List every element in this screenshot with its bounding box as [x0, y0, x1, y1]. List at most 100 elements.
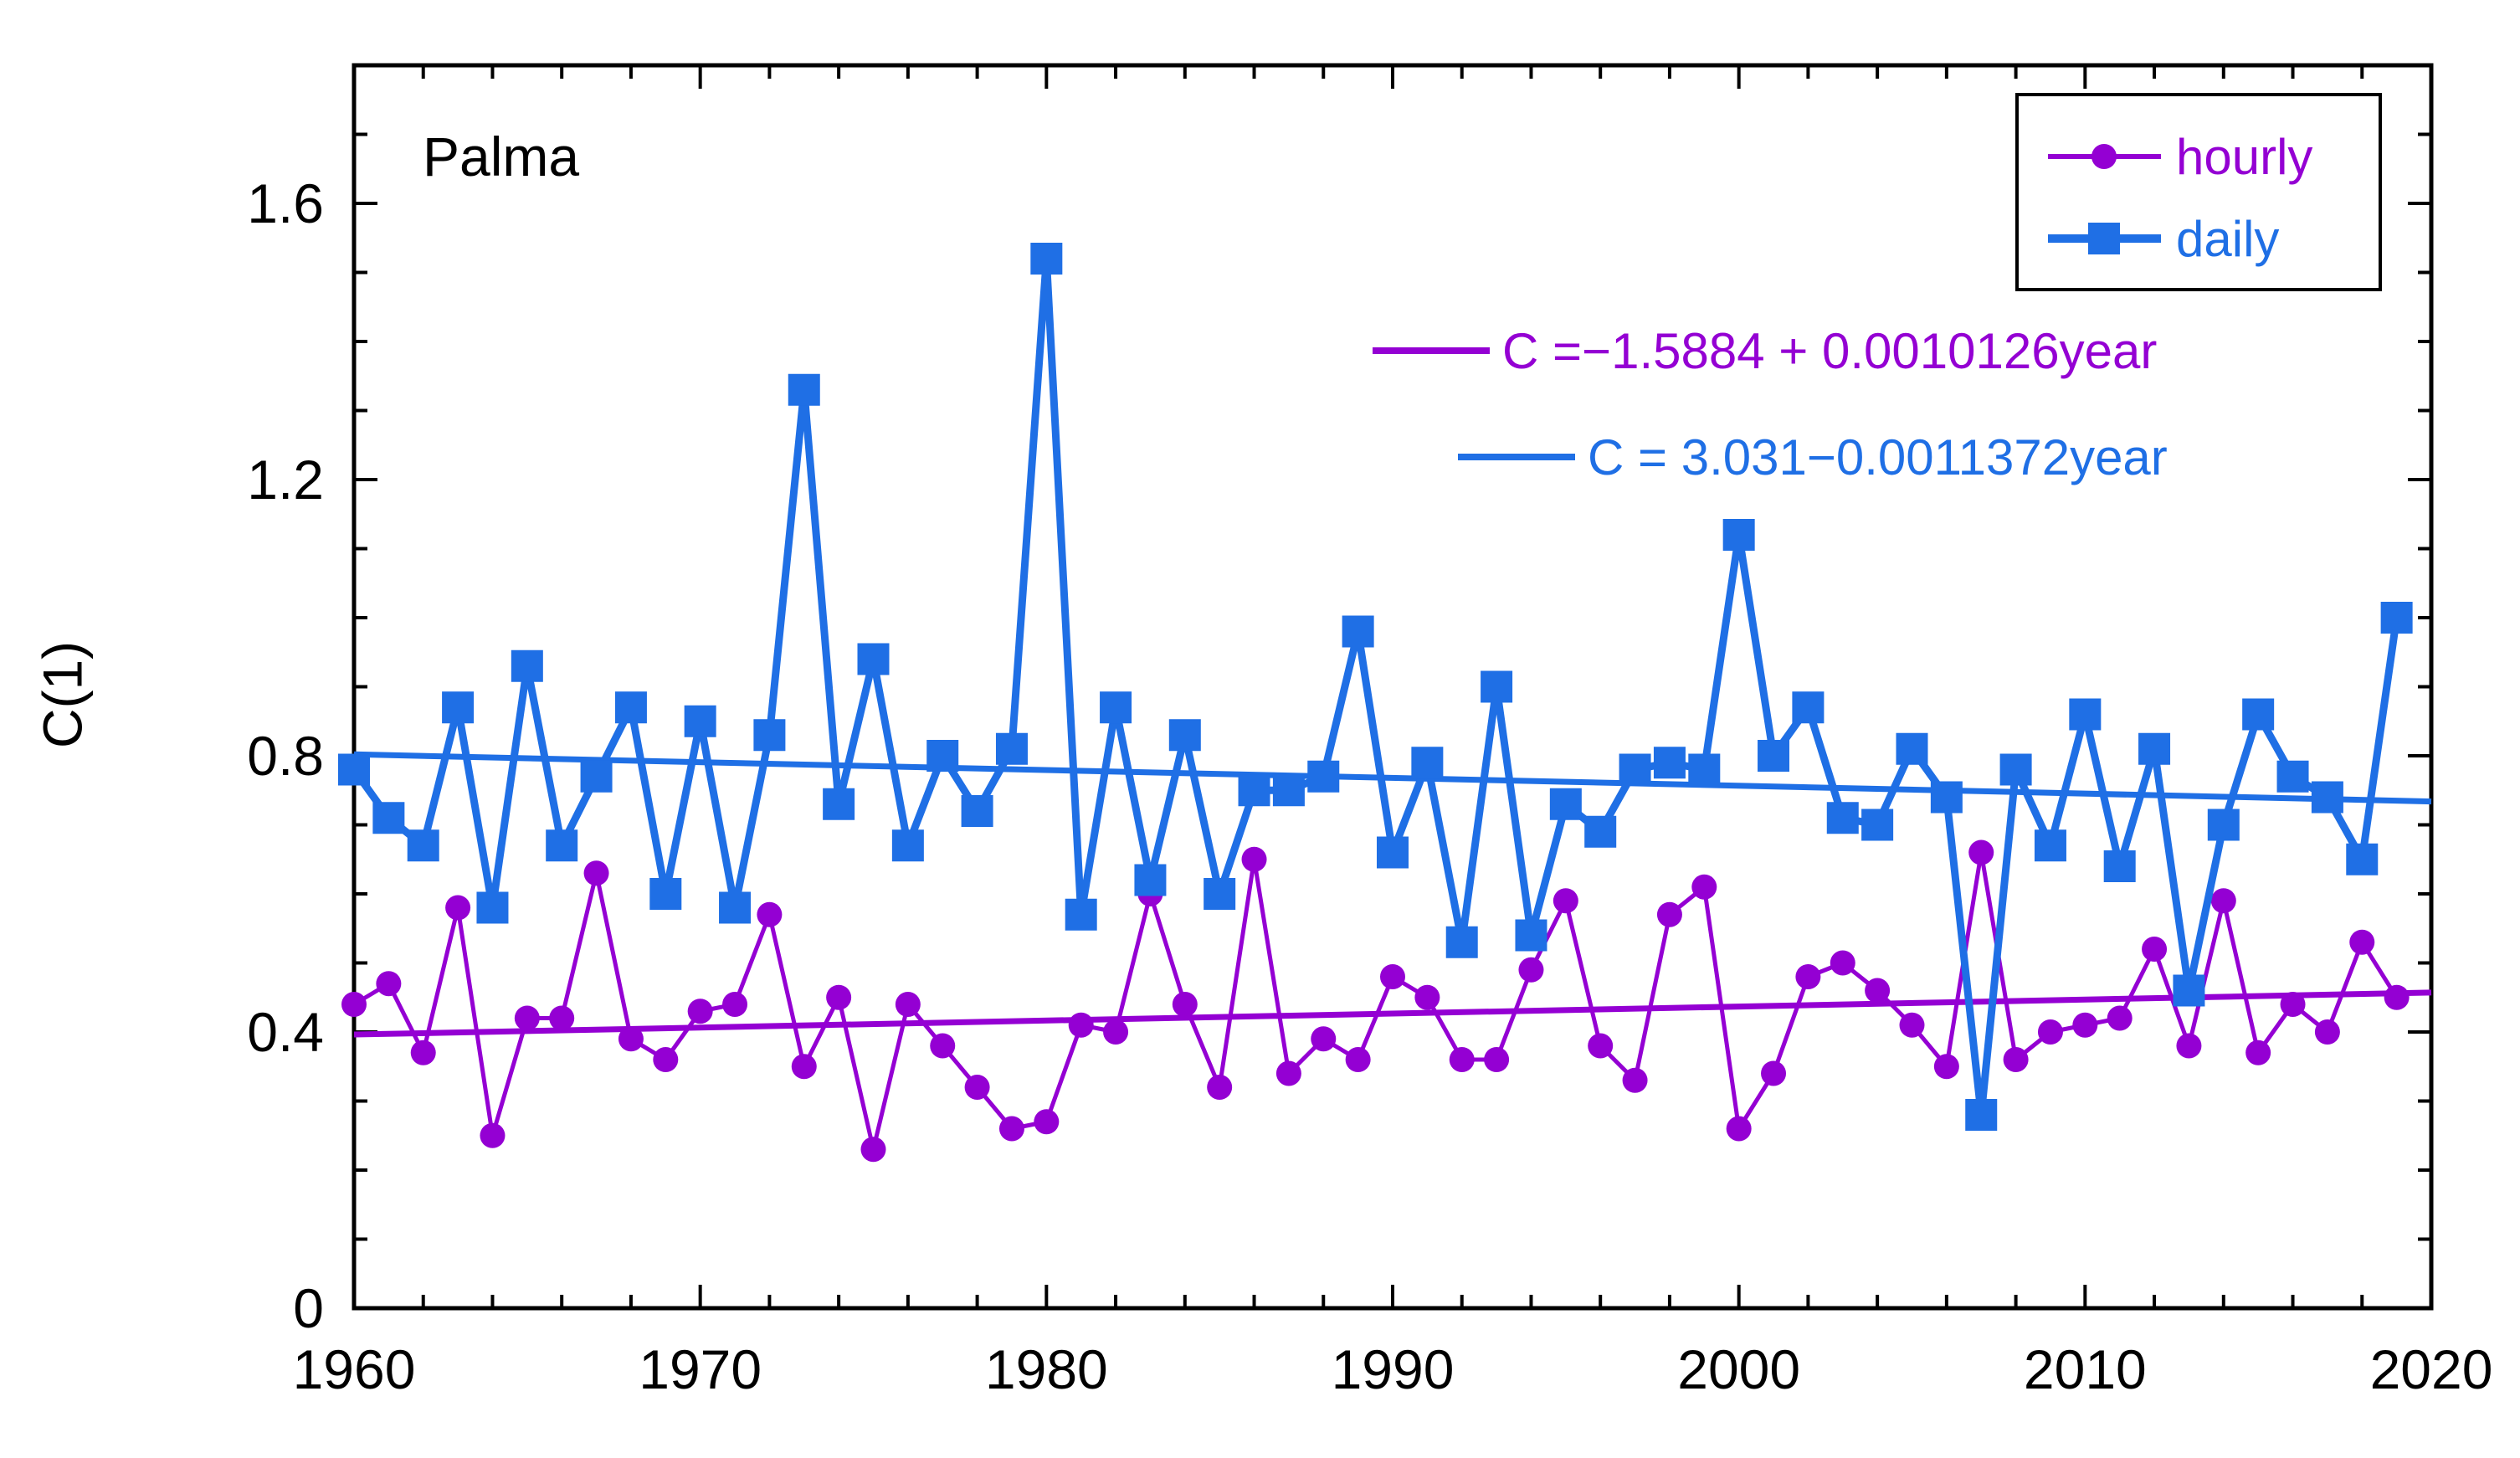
hourly-point: [2176, 1033, 2202, 1059]
x-tick-label: 1970: [639, 1338, 762, 1400]
daily-point: [338, 753, 370, 786]
x-tick-label: 1960: [293, 1338, 416, 1400]
hourly-point: [722, 992, 748, 1017]
daily-point: [1896, 732, 1928, 765]
trend-equations: C =−1.5884 + 0.0010126year C = 3.031−0.0…: [1373, 323, 2168, 485]
daily-point: [2173, 974, 2205, 1007]
hourly-point: [1380, 964, 1405, 989]
daily-point: [1826, 802, 1859, 834]
hourly-point: [1656, 901, 1682, 927]
hourly-series: [341, 839, 2410, 1163]
daily-point: [1272, 774, 1305, 807]
hourly-point: [1933, 1054, 1959, 1080]
hourly-point: [2142, 937, 2168, 962]
daily-point: [2207, 809, 2240, 841]
daily-trend-equation: C = 3.031−0.0011372year: [1588, 429, 2168, 485]
hourly-point: [1241, 846, 1267, 872]
y-tick-label: 0: [293, 1277, 324, 1339]
hourly-point: [1484, 1047, 1510, 1072]
daily-point: [1342, 615, 1374, 648]
daily-point: [1481, 670, 1513, 703]
hourly-point: [1345, 1047, 1371, 1072]
y-tick-label: 0.8: [247, 725, 324, 787]
daily-point: [2346, 843, 2379, 875]
hourly-point: [1068, 1012, 1094, 1038]
hourly-point: [2107, 1005, 2133, 1031]
hourly-point: [826, 984, 852, 1010]
hourly-point: [2314, 1019, 2340, 1045]
daily-point: [1549, 788, 1582, 820]
daily-point: [857, 643, 890, 675]
daily-point: [1134, 864, 1167, 896]
x-tick-label: 2010: [2024, 1338, 2147, 1400]
hourly-point: [618, 1026, 644, 1052]
trend-lines: [353, 751, 2432, 1038]
x-tick-label: 1990: [1332, 1338, 1455, 1400]
x-tick-label: 2020: [2370, 1338, 2493, 1400]
daily-point: [2138, 732, 2171, 765]
daily-point: [788, 373, 820, 406]
legend-daily-marker: [2088, 223, 2120, 254]
daily-series: [338, 243, 2413, 1131]
x-tick-label: 1980: [985, 1338, 1108, 1400]
hourly-point: [1207, 1075, 1233, 1100]
daily-point: [995, 732, 1028, 765]
daily-point: [1722, 519, 1755, 551]
hourly-point: [410, 1040, 436, 1065]
hourly-point: [1968, 839, 1994, 865]
hourly-point: [1865, 978, 1891, 1004]
daily-point: [891, 829, 924, 862]
hourly-point: [1691, 874, 1717, 900]
daily-point: [1238, 774, 1270, 807]
hourly-point: [1103, 1019, 1129, 1045]
daily-point: [1584, 815, 1617, 848]
daily-point: [823, 788, 855, 820]
daily-point: [2103, 850, 2136, 882]
daily-point: [926, 740, 959, 772]
hourly-point: [1518, 957, 1544, 983]
daily-point: [753, 719, 786, 752]
daily-point: [1065, 898, 1097, 931]
hourly-point: [2210, 888, 2236, 914]
hourly-trend-line: [353, 989, 2432, 1038]
daily-point: [684, 705, 716, 737]
hourly-point: [1622, 1067, 1648, 1093]
hourly-point: [1172, 992, 1198, 1017]
axis-tick-labels: 1960 1970 1980 1990 2000 2010 2020 0 0.4 0.8 1.2 1.…: [247, 172, 2492, 1400]
y-tick-label: 0.4: [247, 1001, 324, 1063]
hourly-point: [1449, 1047, 1475, 1072]
hourly-point: [1034, 1109, 1060, 1135]
hourly-point: [2245, 1040, 2271, 1065]
hourly-point: [2037, 1019, 2063, 1045]
hourly-point: [1795, 964, 1821, 989]
hourly-point: [791, 1054, 817, 1080]
hourly-point: [2349, 929, 2375, 955]
daily-series-line: [351, 254, 2401, 1119]
daily-point: [2380, 602, 2413, 634]
y-axis-title: C(1): [31, 641, 93, 748]
daily-point: [442, 691, 475, 724]
hourly-point: [1761, 1060, 1787, 1086]
legend-box: [2015, 93, 2382, 291]
daily-point: [2242, 698, 2275, 731]
daily-point: [1445, 926, 1478, 958]
hourly-point: [2003, 1047, 2029, 1072]
daily-point: [2276, 760, 2309, 793]
daily-point: [546, 829, 578, 862]
daily-point: [1411, 747, 1444, 779]
daily-point: [1307, 760, 1340, 793]
daily-point: [649, 878, 682, 910]
daily-trend-line: [353, 751, 2432, 805]
hourly-point: [514, 1005, 540, 1031]
daily-point: [614, 691, 647, 724]
daily-point: [1758, 740, 1790, 772]
hourly-point: [1553, 888, 1578, 914]
hourly-point: [1830, 950, 1855, 976]
daily-point: [2034, 829, 2066, 862]
daily-point: [1204, 878, 1236, 910]
daily-point: [407, 829, 439, 862]
daily-point: [511, 649, 543, 682]
hourly-point: [1588, 1033, 1614, 1059]
hourly-point: [445, 895, 471, 921]
